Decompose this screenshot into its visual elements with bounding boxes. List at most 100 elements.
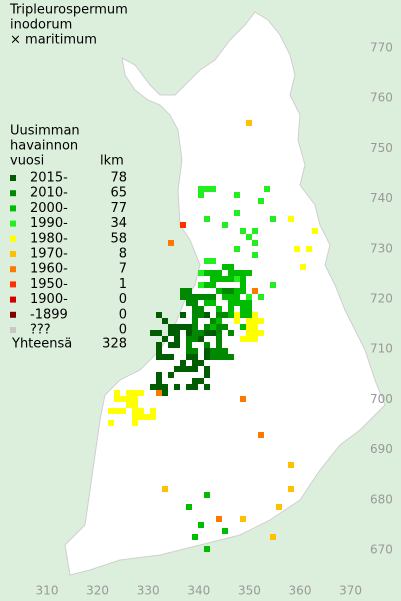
observation	[180, 222, 186, 228]
observation	[252, 318, 258, 324]
observation	[180, 366, 186, 372]
y-grid-label: 760	[370, 91, 393, 105]
legend-count: 78	[110, 171, 127, 186]
observation	[246, 234, 252, 240]
legend-heading: havainnon	[10, 139, 78, 154]
observation	[198, 192, 204, 198]
legend-label: 1900-	[30, 292, 68, 307]
observation	[210, 300, 216, 306]
y-grid-label: 690	[370, 442, 393, 456]
y-grid-label: 720	[370, 292, 393, 306]
observation	[114, 396, 120, 402]
observation	[192, 330, 198, 336]
observation	[186, 348, 192, 354]
observation	[240, 306, 246, 312]
observation	[258, 318, 264, 324]
observation	[162, 336, 168, 342]
legend-swatch	[10, 175, 16, 181]
observation	[240, 396, 246, 402]
observation	[132, 414, 138, 420]
observation	[192, 294, 198, 300]
observation	[198, 270, 204, 276]
total-count: 328	[102, 337, 127, 352]
legend-label: 2015-	[30, 171, 68, 186]
observation	[192, 360, 198, 366]
observation	[240, 300, 246, 306]
observation	[198, 360, 204, 366]
observation	[228, 312, 234, 318]
observation	[144, 414, 150, 420]
observation	[156, 348, 162, 354]
x-grid-label: 340	[187, 584, 210, 598]
observation	[192, 366, 198, 372]
observation	[108, 408, 114, 414]
observation	[216, 354, 222, 360]
y-grid-label: 700	[370, 392, 393, 406]
legend-heading: Uusimman	[10, 124, 80, 139]
observation	[210, 354, 216, 360]
observation	[234, 270, 240, 276]
observation	[186, 366, 192, 372]
legend-count-heading: lkm	[100, 154, 124, 169]
observation	[246, 120, 252, 126]
observation	[174, 342, 180, 348]
observation	[234, 210, 240, 216]
observation	[174, 384, 180, 390]
observation	[132, 402, 138, 408]
x-grid-label: 330	[137, 584, 160, 598]
observation	[180, 312, 186, 318]
observation	[246, 300, 252, 306]
observation	[198, 522, 204, 528]
observation	[168, 342, 174, 348]
observation	[192, 324, 198, 330]
observation	[150, 408, 156, 414]
observation	[234, 318, 240, 324]
observation	[204, 282, 210, 288]
observation	[246, 306, 252, 312]
observation	[108, 420, 114, 426]
title-line: Tripleurospermum	[9, 3, 128, 18]
observation	[258, 432, 264, 438]
observation	[168, 330, 174, 336]
observation	[114, 408, 120, 414]
observation	[156, 330, 162, 336]
observation	[216, 318, 222, 324]
observation	[156, 390, 162, 396]
legend-label: 2000-	[30, 201, 68, 216]
observation	[186, 354, 192, 360]
legend-label: 1960-	[30, 262, 68, 277]
observation	[162, 384, 168, 390]
total-label: Yhteensä	[11, 337, 72, 352]
observation	[228, 300, 234, 306]
x-grid-label: 310	[36, 584, 59, 598]
legend-label: -1899	[30, 307, 68, 322]
legend-heading: vuosi	[10, 154, 44, 169]
observation	[234, 192, 240, 198]
observation	[258, 294, 264, 300]
observation	[222, 288, 228, 294]
observation	[240, 288, 246, 294]
observation	[270, 216, 276, 222]
observation	[168, 240, 174, 246]
x-grid-label: 320	[86, 584, 109, 598]
observation	[228, 264, 234, 270]
observation	[204, 354, 210, 360]
observation	[222, 276, 228, 282]
legend-count: 77	[110, 201, 127, 216]
y-grid-label: 730	[370, 241, 393, 255]
observation	[156, 372, 162, 378]
observation	[168, 354, 174, 360]
observation	[132, 408, 138, 414]
legend-swatch	[10, 327, 16, 333]
observation	[186, 342, 192, 348]
observation	[204, 492, 210, 498]
legend-count: 0	[119, 292, 127, 307]
observation	[210, 270, 216, 276]
x-grid-label: 360	[289, 584, 312, 598]
observation	[252, 240, 258, 246]
observation	[246, 312, 252, 318]
observation	[204, 294, 210, 300]
observation	[180, 294, 186, 300]
observation	[210, 324, 216, 330]
observation	[192, 300, 198, 306]
